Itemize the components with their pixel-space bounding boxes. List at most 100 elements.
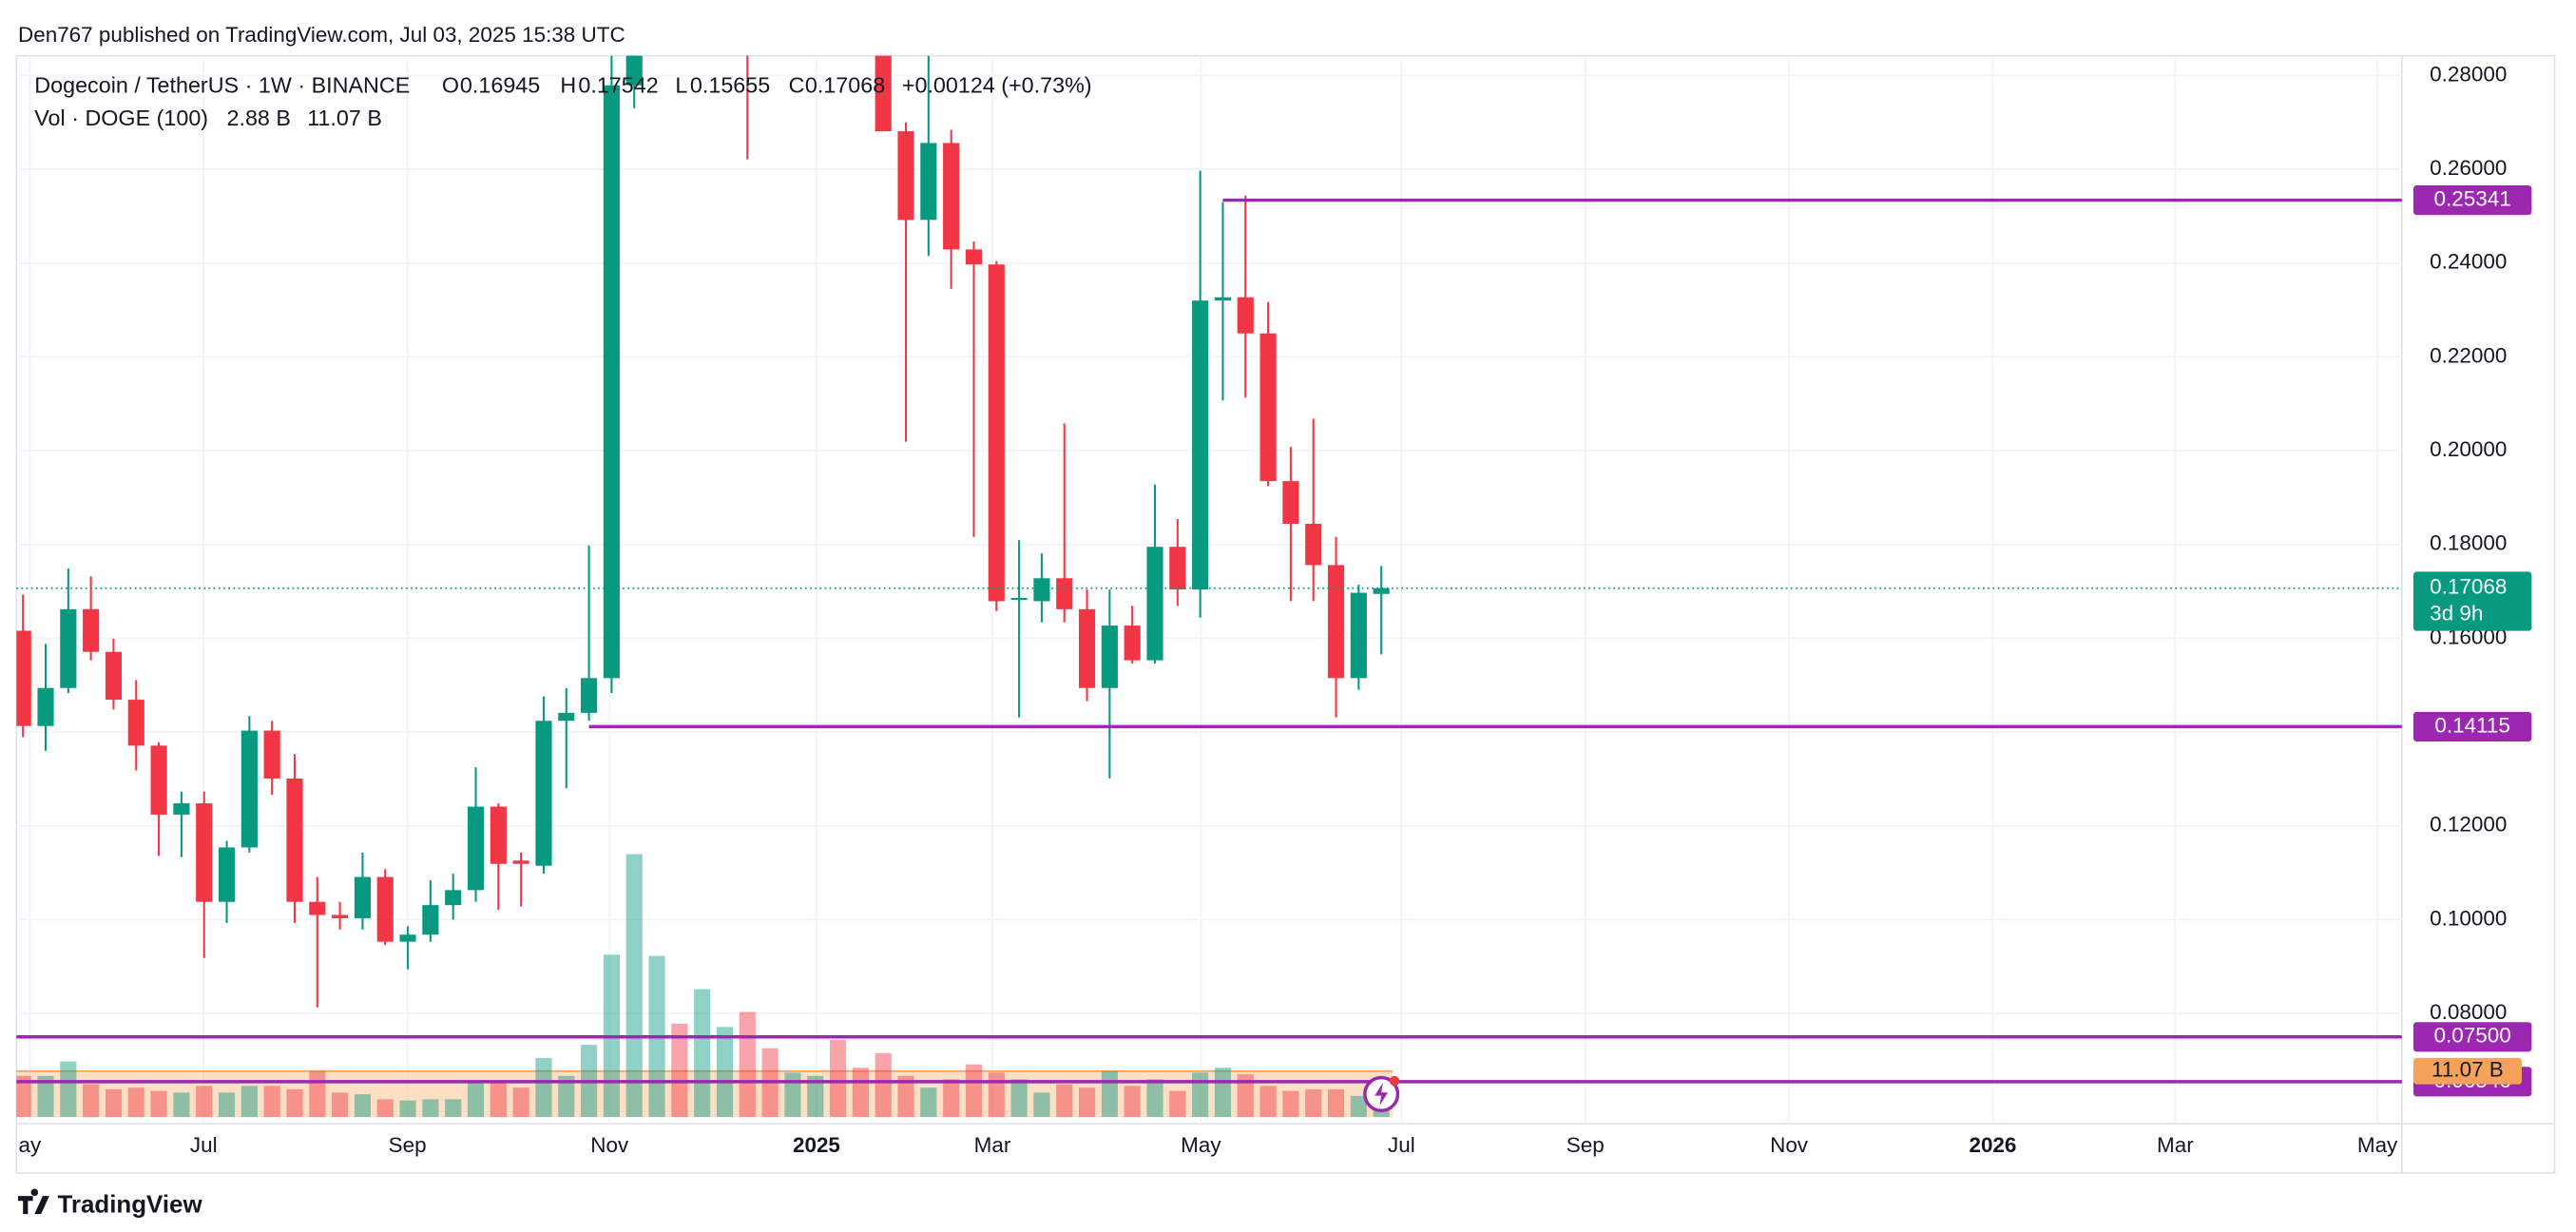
attribution: Den767 published on TradingView.com, Jul… <box>18 23 625 47</box>
x-tick-label: Jul <box>1388 1133 1415 1157</box>
y-tick-label: 0.08000 <box>2430 1000 2507 1024</box>
candle-body <box>1214 297 1232 301</box>
candle-body <box>263 730 280 779</box>
volume-bar <box>1101 1070 1118 1118</box>
volume-bar <box>1327 1088 1345 1118</box>
candle-body <box>1010 597 1028 601</box>
candle-body <box>218 847 236 902</box>
y-tick-label: 0.10000 <box>2430 906 2507 930</box>
candle-body <box>173 803 190 815</box>
candle-body <box>105 651 123 701</box>
volume-ma-tag <box>2413 1057 2522 1085</box>
volume-bar <box>1078 1088 1096 1118</box>
volume-bar <box>897 1075 914 1118</box>
volume-ma-tag-label: 11.07 B <box>2432 1058 2504 1082</box>
price-tag <box>2413 1022 2532 1052</box>
volume-bar <box>784 1072 801 1118</box>
volume-bar <box>988 1072 1005 1118</box>
volume-bar <box>1214 1068 1232 1118</box>
volume-bar <box>920 1088 937 1118</box>
volume-bar <box>558 1075 575 1118</box>
candle-body <box>920 143 937 221</box>
volume-bar <box>1146 1079 1163 1118</box>
news-icon-dot <box>1389 1075 1400 1087</box>
volume-bar <box>218 1092 236 1118</box>
volume-bar <box>852 1068 869 1118</box>
volume-bar <box>739 1011 756 1118</box>
symbol-title: Dogecoin / TetherUS · 1W · BINANCE <box>34 73 410 98</box>
candle-body <box>332 914 349 918</box>
volume-bar <box>445 1099 462 1118</box>
last-price-label: 0.17068 <box>2430 575 2507 599</box>
x-tick-label: Sep <box>389 1133 427 1157</box>
volume-bar <box>467 1082 485 1118</box>
volume-last: 2.88 B <box>227 106 291 130</box>
candle-body <box>1327 565 1345 679</box>
candle-body <box>603 85 620 679</box>
candle-body <box>467 806 485 891</box>
x-tick-label: Mar <box>2157 1133 2194 1157</box>
candle-body <box>150 745 167 815</box>
candle-body <box>535 721 552 866</box>
candle-body <box>1305 524 1322 566</box>
candle-body <box>354 876 372 918</box>
price-tag-label: 0.07500 <box>2434 1024 2511 1048</box>
volume-bar <box>694 989 711 1118</box>
candle-body <box>399 934 416 942</box>
volume-title: Vol · DOGE (100) <box>34 106 208 130</box>
volume-bar <box>1237 1074 1254 1118</box>
volume-bar <box>1169 1090 1186 1118</box>
ohlc-value: 0.17542 <box>578 73 658 98</box>
candle-body <box>240 730 258 848</box>
plot-area <box>16 55 2402 1118</box>
ohlc-letter: C <box>789 73 805 98</box>
x-tick-label: Sep <box>1567 1133 1605 1157</box>
candle-body <box>127 700 144 746</box>
volume-bar <box>60 1061 77 1118</box>
candle-body <box>1124 626 1141 661</box>
x-tick-label: 2025 <box>793 1133 840 1157</box>
brand: TradingView <box>57 1191 202 1218</box>
price-tag-label: 0.25341 <box>2434 186 2511 210</box>
volume-bar <box>830 1039 847 1118</box>
volume-bar <box>309 1070 326 1118</box>
volume-bar <box>16 1075 31 1118</box>
candle-body <box>1033 578 1050 602</box>
volume-bar <box>671 1023 688 1118</box>
volume-ma-area <box>16 1070 1394 1118</box>
volume-bar <box>965 1064 983 1118</box>
change: +0.00124 (+0.73%) <box>902 73 1092 98</box>
volume-bar <box>1282 1090 1299 1118</box>
volume-bar <box>286 1088 303 1118</box>
candle-body <box>988 264 1005 602</box>
volume-bar <box>943 1079 960 1118</box>
candle-body <box>1192 300 1209 590</box>
volume-bar <box>196 1086 213 1118</box>
x-tick-label: Nov <box>1770 1133 1809 1157</box>
volume-ma: 11.07 B <box>307 106 382 130</box>
volume-bar <box>240 1086 258 1118</box>
volume-bar <box>535 1058 552 1118</box>
y-tick-label: 0.12000 <box>2430 813 2507 837</box>
volume-bar <box>105 1088 123 1118</box>
y-tick-label: 0.24000 <box>2430 250 2507 274</box>
x-tick-label: Mar <box>974 1133 1011 1157</box>
volume-bar <box>490 1081 507 1118</box>
candle-body <box>581 678 598 713</box>
volume-bar <box>1010 1079 1028 1118</box>
y-tick-label: 0.18000 <box>2430 531 2507 555</box>
legend-header: Dogecoin / TetherUS · 1W · BINANCE O 0.1… <box>34 73 1091 131</box>
background <box>0 6 2576 1226</box>
countdown: 3d 9h <box>2430 601 2483 625</box>
price-tag <box>2413 711 2532 741</box>
candle-body <box>1282 481 1299 525</box>
ohlc-value: 0.17068 <box>805 73 885 98</box>
volume-bar <box>37 1075 54 1118</box>
candle-body <box>309 901 326 915</box>
candle-body <box>875 55 892 132</box>
candle-body <box>83 608 100 652</box>
candle-body <box>1169 547 1186 590</box>
volume-bar <box>875 1052 892 1118</box>
candle-body <box>558 712 575 722</box>
